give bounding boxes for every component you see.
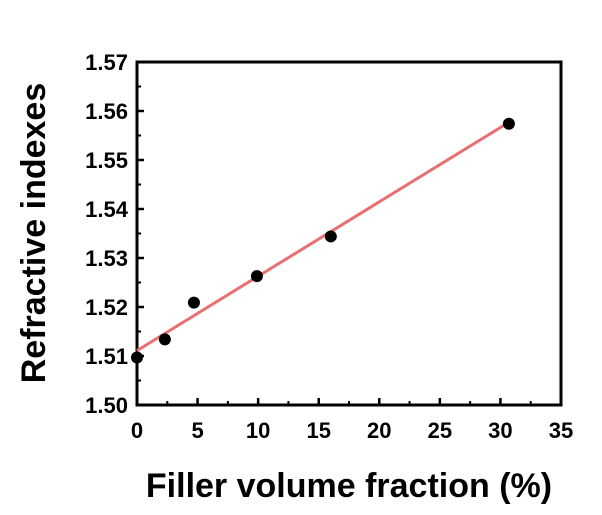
y-tick-label: 1.53 [85, 246, 128, 271]
x-tick-label: 5 [191, 418, 203, 443]
fit-line [136, 120, 510, 352]
x-tick-label: 30 [488, 418, 512, 443]
x-tick-label: 35 [549, 418, 573, 443]
y-tick-label: 1.50 [85, 393, 128, 418]
data-point [158, 333, 171, 346]
data-series [131, 117, 515, 364]
x-tick-label: 15 [306, 418, 330, 443]
y-tick-label: 1.55 [85, 148, 128, 173]
data-point [324, 230, 337, 243]
x-tick-label: 0 [131, 418, 143, 443]
x-tick-label: 20 [367, 418, 391, 443]
data-point [250, 270, 263, 283]
y-tick-label: 1.52 [85, 295, 128, 320]
x-tick-label: 25 [428, 418, 452, 443]
x-axis-title: Filler volume fraction (%) [146, 467, 552, 505]
data-point [187, 296, 200, 309]
y-tick-label: 1.57 [85, 50, 128, 75]
y-tick-label: 1.54 [85, 197, 129, 222]
x-tick-labels: 0 5 10 15 20 25 30 35 [131, 418, 573, 443]
data-point [502, 117, 515, 130]
y-tick-label: 1.51 [85, 344, 128, 369]
axis-ticks [135, 60, 563, 407]
data-point [131, 351, 143, 364]
x-tick-label: 10 [246, 418, 270, 443]
y-tick-labels: 1.50 1.51 1.52 1.53 1.54 1.55 1.56 1.57 [85, 50, 129, 418]
y-tick-label: 1.56 [85, 99, 128, 124]
y-axis-title: Refractive indexes [15, 83, 53, 384]
plot-frame [135, 60, 563, 407]
